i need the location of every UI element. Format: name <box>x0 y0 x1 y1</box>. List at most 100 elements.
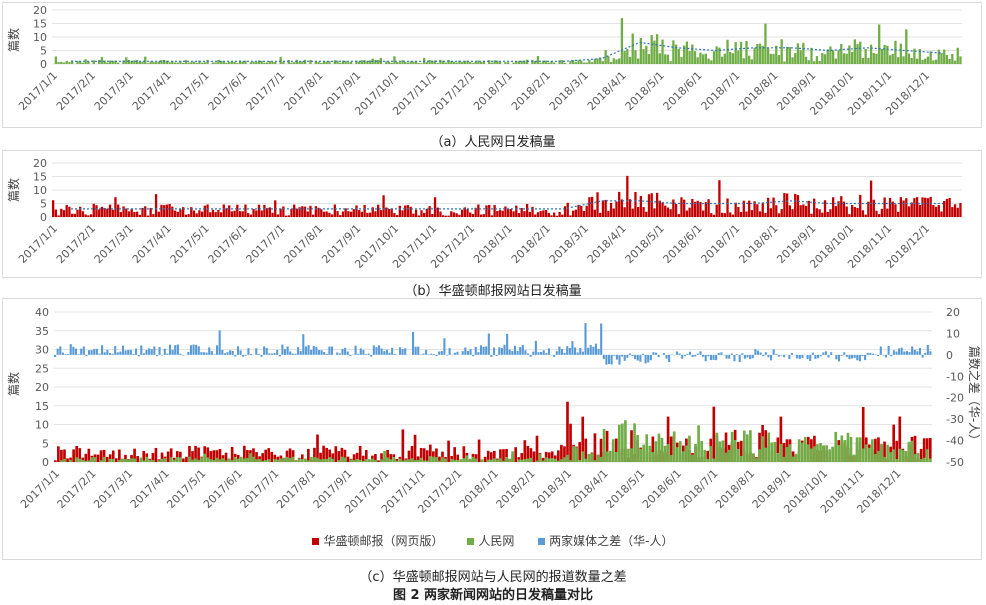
bar-wapo <box>807 200 810 217</box>
bar-diff <box>174 345 177 355</box>
bar-people <box>770 442 774 462</box>
bar-wapo <box>502 449 505 462</box>
bar-people <box>802 42 805 64</box>
bar-wapo <box>141 207 144 217</box>
bar-people <box>307 460 310 462</box>
bar-people <box>249 62 253 64</box>
bar-wapo <box>515 205 518 217</box>
bar-people <box>295 59 299 64</box>
bar-people <box>157 460 161 462</box>
bar-people <box>197 459 200 462</box>
bar-people <box>496 60 499 64</box>
bar-wapo <box>813 198 816 217</box>
bar-people <box>678 441 682 462</box>
bar-wapo <box>133 448 136 462</box>
bar-people <box>758 43 762 64</box>
bar-wapo <box>334 446 338 462</box>
bar-people <box>133 60 136 64</box>
bar-people <box>867 447 871 462</box>
bar-people <box>904 451 908 462</box>
bar-wapo <box>303 206 307 217</box>
bar-wapo <box>243 445 246 462</box>
bar-wapo <box>956 207 959 217</box>
bar-people <box>441 457 444 462</box>
bar-diff <box>587 347 590 355</box>
bar-people <box>371 458 374 462</box>
bar-wapo <box>560 444 563 462</box>
bar-wapo <box>539 211 542 217</box>
bar-people <box>214 62 217 64</box>
bar-people <box>255 459 258 462</box>
bar-diff <box>733 354 736 362</box>
bar-diff <box>524 350 527 355</box>
bar-people <box>850 51 854 64</box>
bar-people <box>474 458 478 462</box>
bar-people <box>661 39 664 64</box>
bar-wapo <box>737 207 740 217</box>
bar-diff <box>404 348 407 355</box>
bar-wapo <box>525 203 529 217</box>
bar-wapo <box>877 437 880 462</box>
bar-diff <box>466 350 469 355</box>
bar-people <box>864 444 868 462</box>
bar-wapo <box>355 452 359 462</box>
bar-wapo <box>333 204 336 217</box>
bar-diff <box>108 353 111 355</box>
bar-wapo <box>815 208 819 217</box>
bar-people <box>507 62 510 64</box>
bar-people <box>837 444 841 462</box>
bar-diff <box>668 354 671 363</box>
bar-people <box>450 459 453 462</box>
x-tick-label: 2018/1/1 <box>457 467 501 511</box>
bar-diff <box>764 352 767 355</box>
bar-people <box>363 60 366 64</box>
bar-people <box>794 52 797 64</box>
bar-people <box>624 420 627 462</box>
bar-wapo <box>241 211 244 217</box>
bar-people <box>666 54 670 64</box>
bar-people <box>154 62 158 64</box>
bar-wapo <box>230 211 234 217</box>
bar-wapo <box>428 206 431 217</box>
bar-diff <box>291 353 294 355</box>
bar-people <box>587 453 591 462</box>
bar-people <box>298 61 301 64</box>
bar-people <box>700 440 703 462</box>
bar-people <box>412 61 415 64</box>
bar-people <box>157 61 160 64</box>
bar-people <box>748 55 751 64</box>
bar-people <box>544 457 548 462</box>
bar-people <box>837 50 840 64</box>
bar-wapo <box>257 204 261 217</box>
bar-wapo <box>425 208 429 217</box>
bar-wapo <box>81 211 85 217</box>
bar-wapo <box>206 447 210 462</box>
bar-wapo <box>532 451 536 462</box>
bar-diff <box>605 354 608 365</box>
bar-people <box>731 53 735 64</box>
bar-people <box>697 425 700 462</box>
y2-tick-label: 10 <box>946 327 960 340</box>
bar-people <box>574 62 578 64</box>
bar-wapo <box>712 214 716 217</box>
bar-diff <box>835 354 838 360</box>
bar-wapo <box>127 211 131 217</box>
bar-wapo <box>184 214 188 217</box>
bar-wapo <box>416 456 420 462</box>
bar-wapo <box>111 209 114 217</box>
bar-diff <box>485 346 488 355</box>
bar-people <box>173 62 177 64</box>
bar-diff <box>819 354 822 357</box>
bar-diff <box>540 351 543 355</box>
bar-wapo <box>76 209 79 217</box>
bar-diff <box>364 354 368 355</box>
bar-diff <box>140 345 143 355</box>
bar-people <box>886 444 889 462</box>
bar-wapo <box>509 209 513 217</box>
bar-diff <box>686 353 689 355</box>
bar-wapo <box>291 450 295 462</box>
bar-people <box>68 62 71 64</box>
bar-wapo <box>796 194 800 217</box>
bar-wapo <box>260 210 263 217</box>
bar-people <box>433 60 437 64</box>
